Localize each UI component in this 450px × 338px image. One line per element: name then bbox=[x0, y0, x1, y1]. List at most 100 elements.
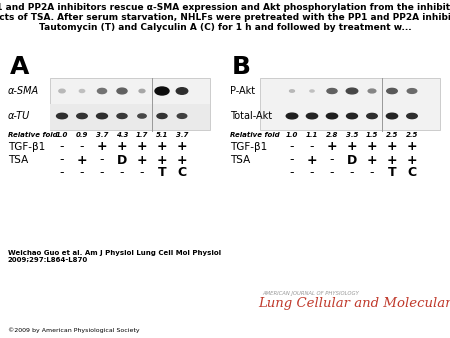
Text: TSA: TSA bbox=[8, 155, 28, 165]
Ellipse shape bbox=[77, 113, 87, 119]
Ellipse shape bbox=[98, 89, 107, 94]
Ellipse shape bbox=[117, 88, 127, 94]
Text: 4.3: 4.3 bbox=[116, 132, 128, 138]
Ellipse shape bbox=[346, 113, 357, 119]
Text: 3.7: 3.7 bbox=[96, 132, 108, 138]
Bar bbox=[50, 78, 210, 130]
Ellipse shape bbox=[368, 89, 376, 93]
Text: +: + bbox=[97, 141, 107, 153]
Ellipse shape bbox=[310, 90, 314, 92]
Text: 0.9: 0.9 bbox=[76, 132, 88, 138]
Text: α-SMA: α-SMA bbox=[8, 86, 39, 96]
Text: +: + bbox=[407, 141, 417, 153]
Text: -: - bbox=[100, 153, 104, 167]
Text: -: - bbox=[310, 141, 314, 153]
Text: -: - bbox=[310, 167, 314, 179]
Text: -: - bbox=[60, 141, 64, 153]
Text: 1.1: 1.1 bbox=[306, 132, 318, 138]
Text: +: + bbox=[307, 153, 317, 167]
Ellipse shape bbox=[407, 89, 417, 93]
Text: α-TU: α-TU bbox=[8, 111, 30, 121]
Text: ©2009 by American Physiological Society: ©2009 by American Physiological Society bbox=[8, 328, 140, 333]
Ellipse shape bbox=[176, 88, 188, 94]
Ellipse shape bbox=[286, 113, 298, 119]
Text: -: - bbox=[60, 153, 64, 167]
Text: TSA: TSA bbox=[230, 155, 250, 165]
Text: B: B bbox=[232, 55, 251, 79]
Ellipse shape bbox=[139, 89, 145, 93]
Text: -: - bbox=[120, 167, 124, 179]
Text: +: + bbox=[137, 153, 147, 167]
Text: -: - bbox=[290, 153, 294, 167]
Ellipse shape bbox=[155, 87, 169, 95]
Text: Lung Cellular and Molecular Physiology: Lung Cellular and Molecular Physiology bbox=[258, 297, 450, 310]
Text: 1.7: 1.7 bbox=[136, 132, 148, 138]
Text: 1.0: 1.0 bbox=[56, 132, 68, 138]
Text: +: + bbox=[117, 141, 127, 153]
Text: +: + bbox=[407, 153, 417, 167]
Ellipse shape bbox=[346, 88, 358, 94]
Text: -: - bbox=[80, 141, 84, 153]
Text: Tautomycin (T) and Calyculin A (C) for 1 h and followed by treatment w...: Tautomycin (T) and Calyculin A (C) for 1… bbox=[39, 23, 411, 32]
Text: 2.5: 2.5 bbox=[406, 132, 418, 138]
Text: -: - bbox=[290, 167, 294, 179]
Text: TGF-β1: TGF-β1 bbox=[230, 142, 267, 152]
Text: Relative fold: Relative fold bbox=[230, 132, 279, 138]
Text: -: - bbox=[350, 167, 354, 179]
Ellipse shape bbox=[97, 113, 108, 119]
Ellipse shape bbox=[306, 113, 318, 119]
Text: TGF-β1: TGF-β1 bbox=[8, 142, 45, 152]
Text: effects of TSA. After serum starvation, NHLFs were pretreated with the PP1 and P: effects of TSA. After serum starvation, … bbox=[0, 13, 450, 22]
Text: T: T bbox=[388, 167, 396, 179]
Ellipse shape bbox=[138, 114, 146, 118]
Text: C: C bbox=[407, 167, 417, 179]
Text: +: + bbox=[76, 153, 87, 167]
Text: D: D bbox=[117, 153, 127, 167]
Text: -: - bbox=[330, 167, 334, 179]
Text: D: D bbox=[347, 153, 357, 167]
Text: A: A bbox=[10, 55, 29, 79]
Ellipse shape bbox=[326, 113, 338, 119]
Text: +: + bbox=[177, 153, 187, 167]
Text: 2.8: 2.8 bbox=[326, 132, 338, 138]
Text: 3.7: 3.7 bbox=[176, 132, 188, 138]
Text: +: + bbox=[387, 153, 397, 167]
Text: -: - bbox=[330, 153, 334, 167]
Ellipse shape bbox=[327, 89, 337, 94]
Text: Total-Akt: Total-Akt bbox=[230, 111, 272, 121]
Text: T: T bbox=[158, 167, 166, 179]
Ellipse shape bbox=[177, 114, 187, 118]
Text: PP1 and PP2A inhibitors rescue α-SMA expression and Akt phosphorylation from the: PP1 and PP2A inhibitors rescue α-SMA exp… bbox=[0, 3, 450, 12]
Text: -: - bbox=[60, 167, 64, 179]
Text: +: + bbox=[157, 141, 167, 153]
Text: +: + bbox=[137, 141, 147, 153]
Text: C: C bbox=[177, 167, 187, 179]
Text: Weichao Guo et al. Am J Physiol Lung Cell Mol Physiol
2009;297:L864-L870: Weichao Guo et al. Am J Physiol Lung Cel… bbox=[8, 250, 221, 263]
Text: +: + bbox=[387, 141, 397, 153]
Ellipse shape bbox=[59, 89, 65, 93]
Text: +: + bbox=[367, 153, 377, 167]
Text: P-Akt: P-Akt bbox=[230, 86, 255, 96]
Text: 5.1: 5.1 bbox=[156, 132, 168, 138]
Text: -: - bbox=[100, 167, 104, 179]
Bar bbox=[260, 78, 440, 130]
Ellipse shape bbox=[387, 88, 397, 94]
Text: -: - bbox=[370, 167, 374, 179]
Ellipse shape bbox=[57, 113, 68, 119]
Ellipse shape bbox=[387, 113, 398, 119]
Text: -: - bbox=[80, 167, 84, 179]
Text: AMERICAN JOURNAL OF PHYSIOLOGY: AMERICAN JOURNAL OF PHYSIOLOGY bbox=[262, 291, 359, 296]
Ellipse shape bbox=[289, 90, 294, 92]
Text: +: + bbox=[177, 141, 187, 153]
Text: Relative fold: Relative fold bbox=[8, 132, 58, 138]
Text: 3.5: 3.5 bbox=[346, 132, 358, 138]
Text: -: - bbox=[140, 167, 144, 179]
Text: +: + bbox=[346, 141, 357, 153]
Text: 2.5: 2.5 bbox=[386, 132, 398, 138]
Bar bbox=[50, 104, 210, 130]
Ellipse shape bbox=[157, 114, 167, 119]
Text: +: + bbox=[367, 141, 377, 153]
Text: +: + bbox=[327, 141, 338, 153]
Text: 1.5: 1.5 bbox=[366, 132, 378, 138]
Text: +: + bbox=[157, 153, 167, 167]
